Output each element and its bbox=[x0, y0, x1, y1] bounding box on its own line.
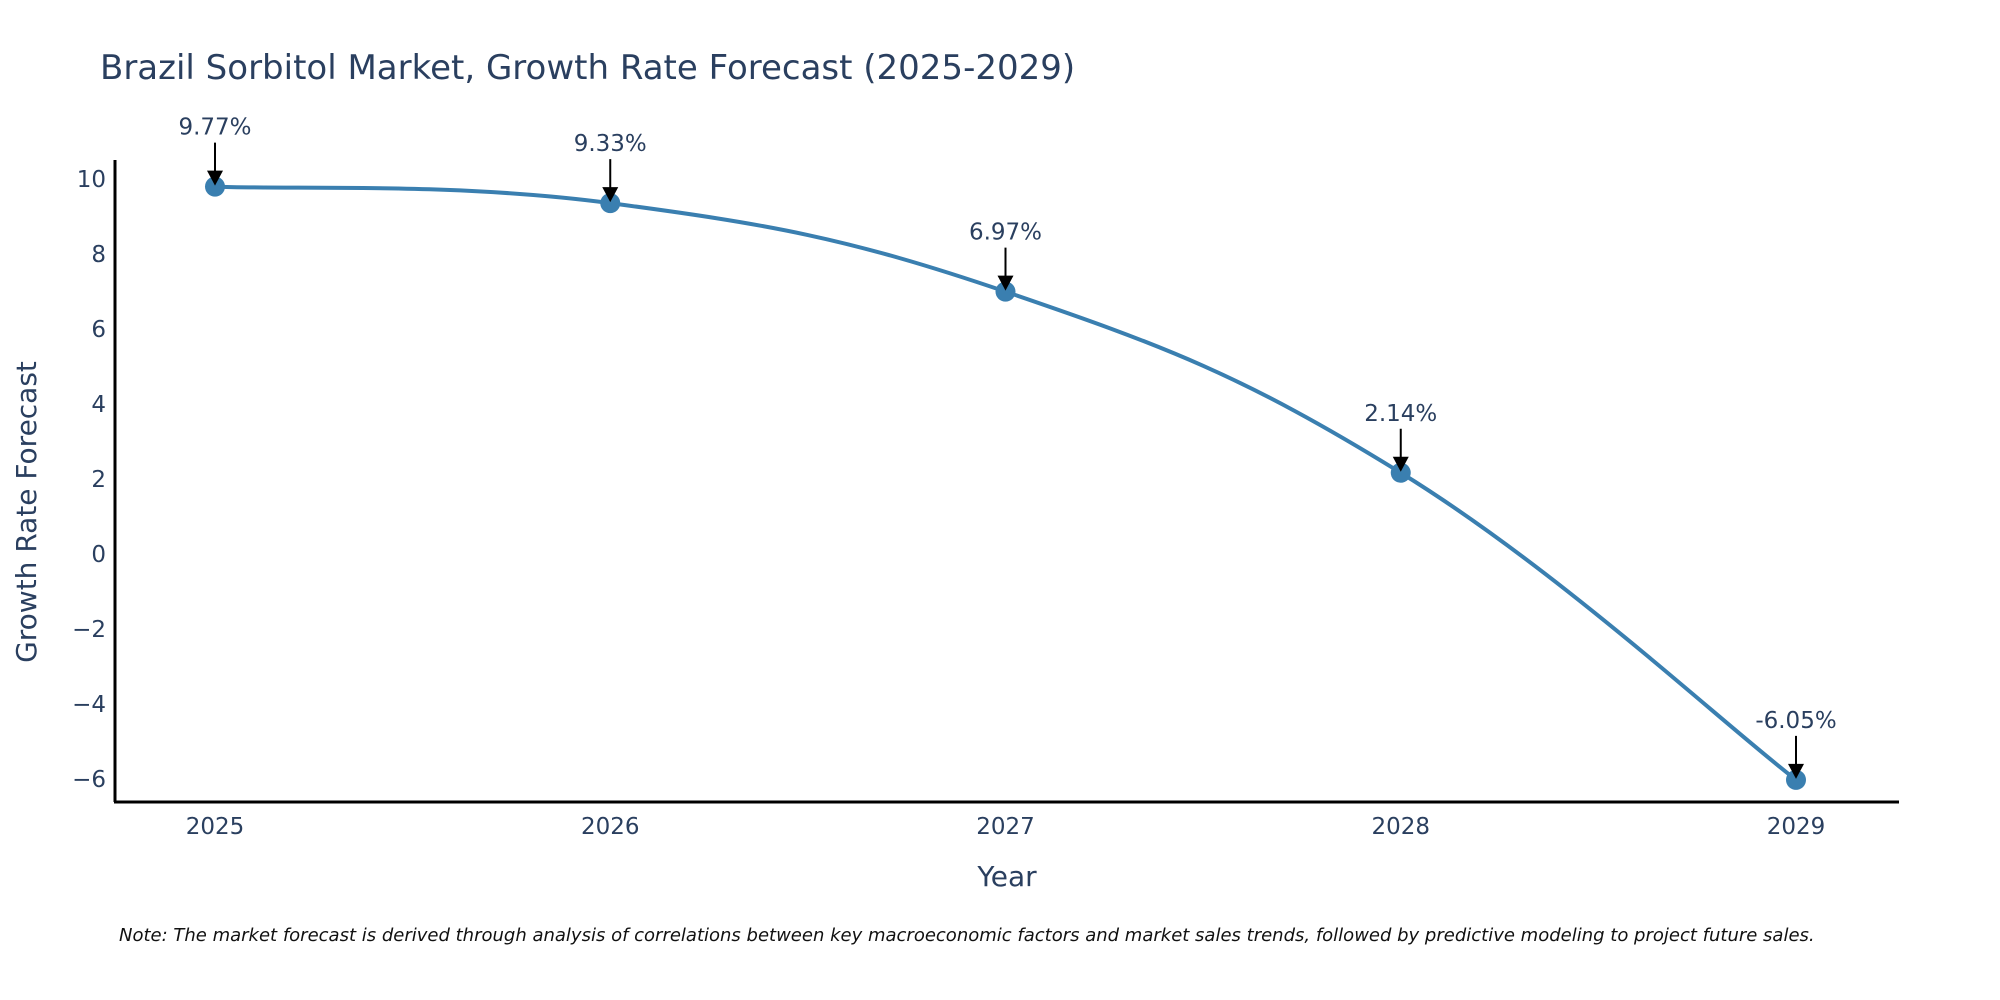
data-point bbox=[1786, 769, 1806, 790]
y-tick-label: 0 bbox=[91, 542, 106, 568]
x-tick-label: 2029 bbox=[1767, 814, 1826, 840]
data-label: 9.33% bbox=[574, 131, 647, 157]
annotation-arrowhead bbox=[207, 170, 223, 186]
axes bbox=[113, 160, 1899, 804]
annotation-arrowhead bbox=[1788, 763, 1804, 779]
series-line bbox=[214, 184, 1798, 782]
data-label: 9.77% bbox=[178, 115, 251, 141]
data-point bbox=[205, 176, 225, 197]
x-tick-label: 2026 bbox=[581, 814, 640, 840]
data-annotations: 9.77% 9.33% 6.97% 2.14% -6.05% bbox=[178, 115, 1837, 779]
y-tick-label: −4 bbox=[72, 692, 106, 718]
data-point bbox=[600, 193, 621, 214]
annotation-arrowhead bbox=[1392, 456, 1409, 472]
y-tick-labels: 10 8 6 4 2 0 −2 −4 −6 bbox=[72, 167, 106, 793]
x-tick-label: 2025 bbox=[186, 814, 245, 840]
annotation-arrowhead bbox=[602, 187, 619, 203]
footnote: Note: The market forecast is derived thr… bbox=[119, 925, 1815, 946]
y-tick-label: −2 bbox=[72, 617, 106, 643]
y-tick-label: 6 bbox=[91, 317, 106, 343]
data-label: -6.05% bbox=[1755, 708, 1836, 734]
x-tick-label: 2027 bbox=[976, 814, 1035, 840]
data-point bbox=[995, 281, 1016, 302]
y-tick-label: 2 bbox=[91, 467, 106, 493]
data-point bbox=[1390, 462, 1411, 483]
y-tick-label: −6 bbox=[72, 767, 106, 793]
data-label: 2.14% bbox=[1364, 401, 1437, 427]
y-axis-title: Growth Rate Forecast bbox=[10, 361, 43, 663]
y-tick-label: 4 bbox=[91, 392, 106, 418]
y-tick-label: 8 bbox=[91, 242, 106, 268]
x-tick-label: 2028 bbox=[1371, 814, 1430, 840]
chart-title: Brazil Sorbitol Market, Growth Rate Fore… bbox=[100, 48, 1075, 88]
annotation-arrowhead bbox=[997, 275, 1014, 291]
data-points bbox=[205, 176, 1806, 790]
data-label: 6.97% bbox=[969, 220, 1042, 246]
x-tick-labels: 2025 2026 2027 2028 2029 bbox=[186, 814, 1826, 840]
y-tick-label: 10 bbox=[77, 167, 106, 193]
x-axis-title: Year bbox=[976, 860, 1037, 893]
